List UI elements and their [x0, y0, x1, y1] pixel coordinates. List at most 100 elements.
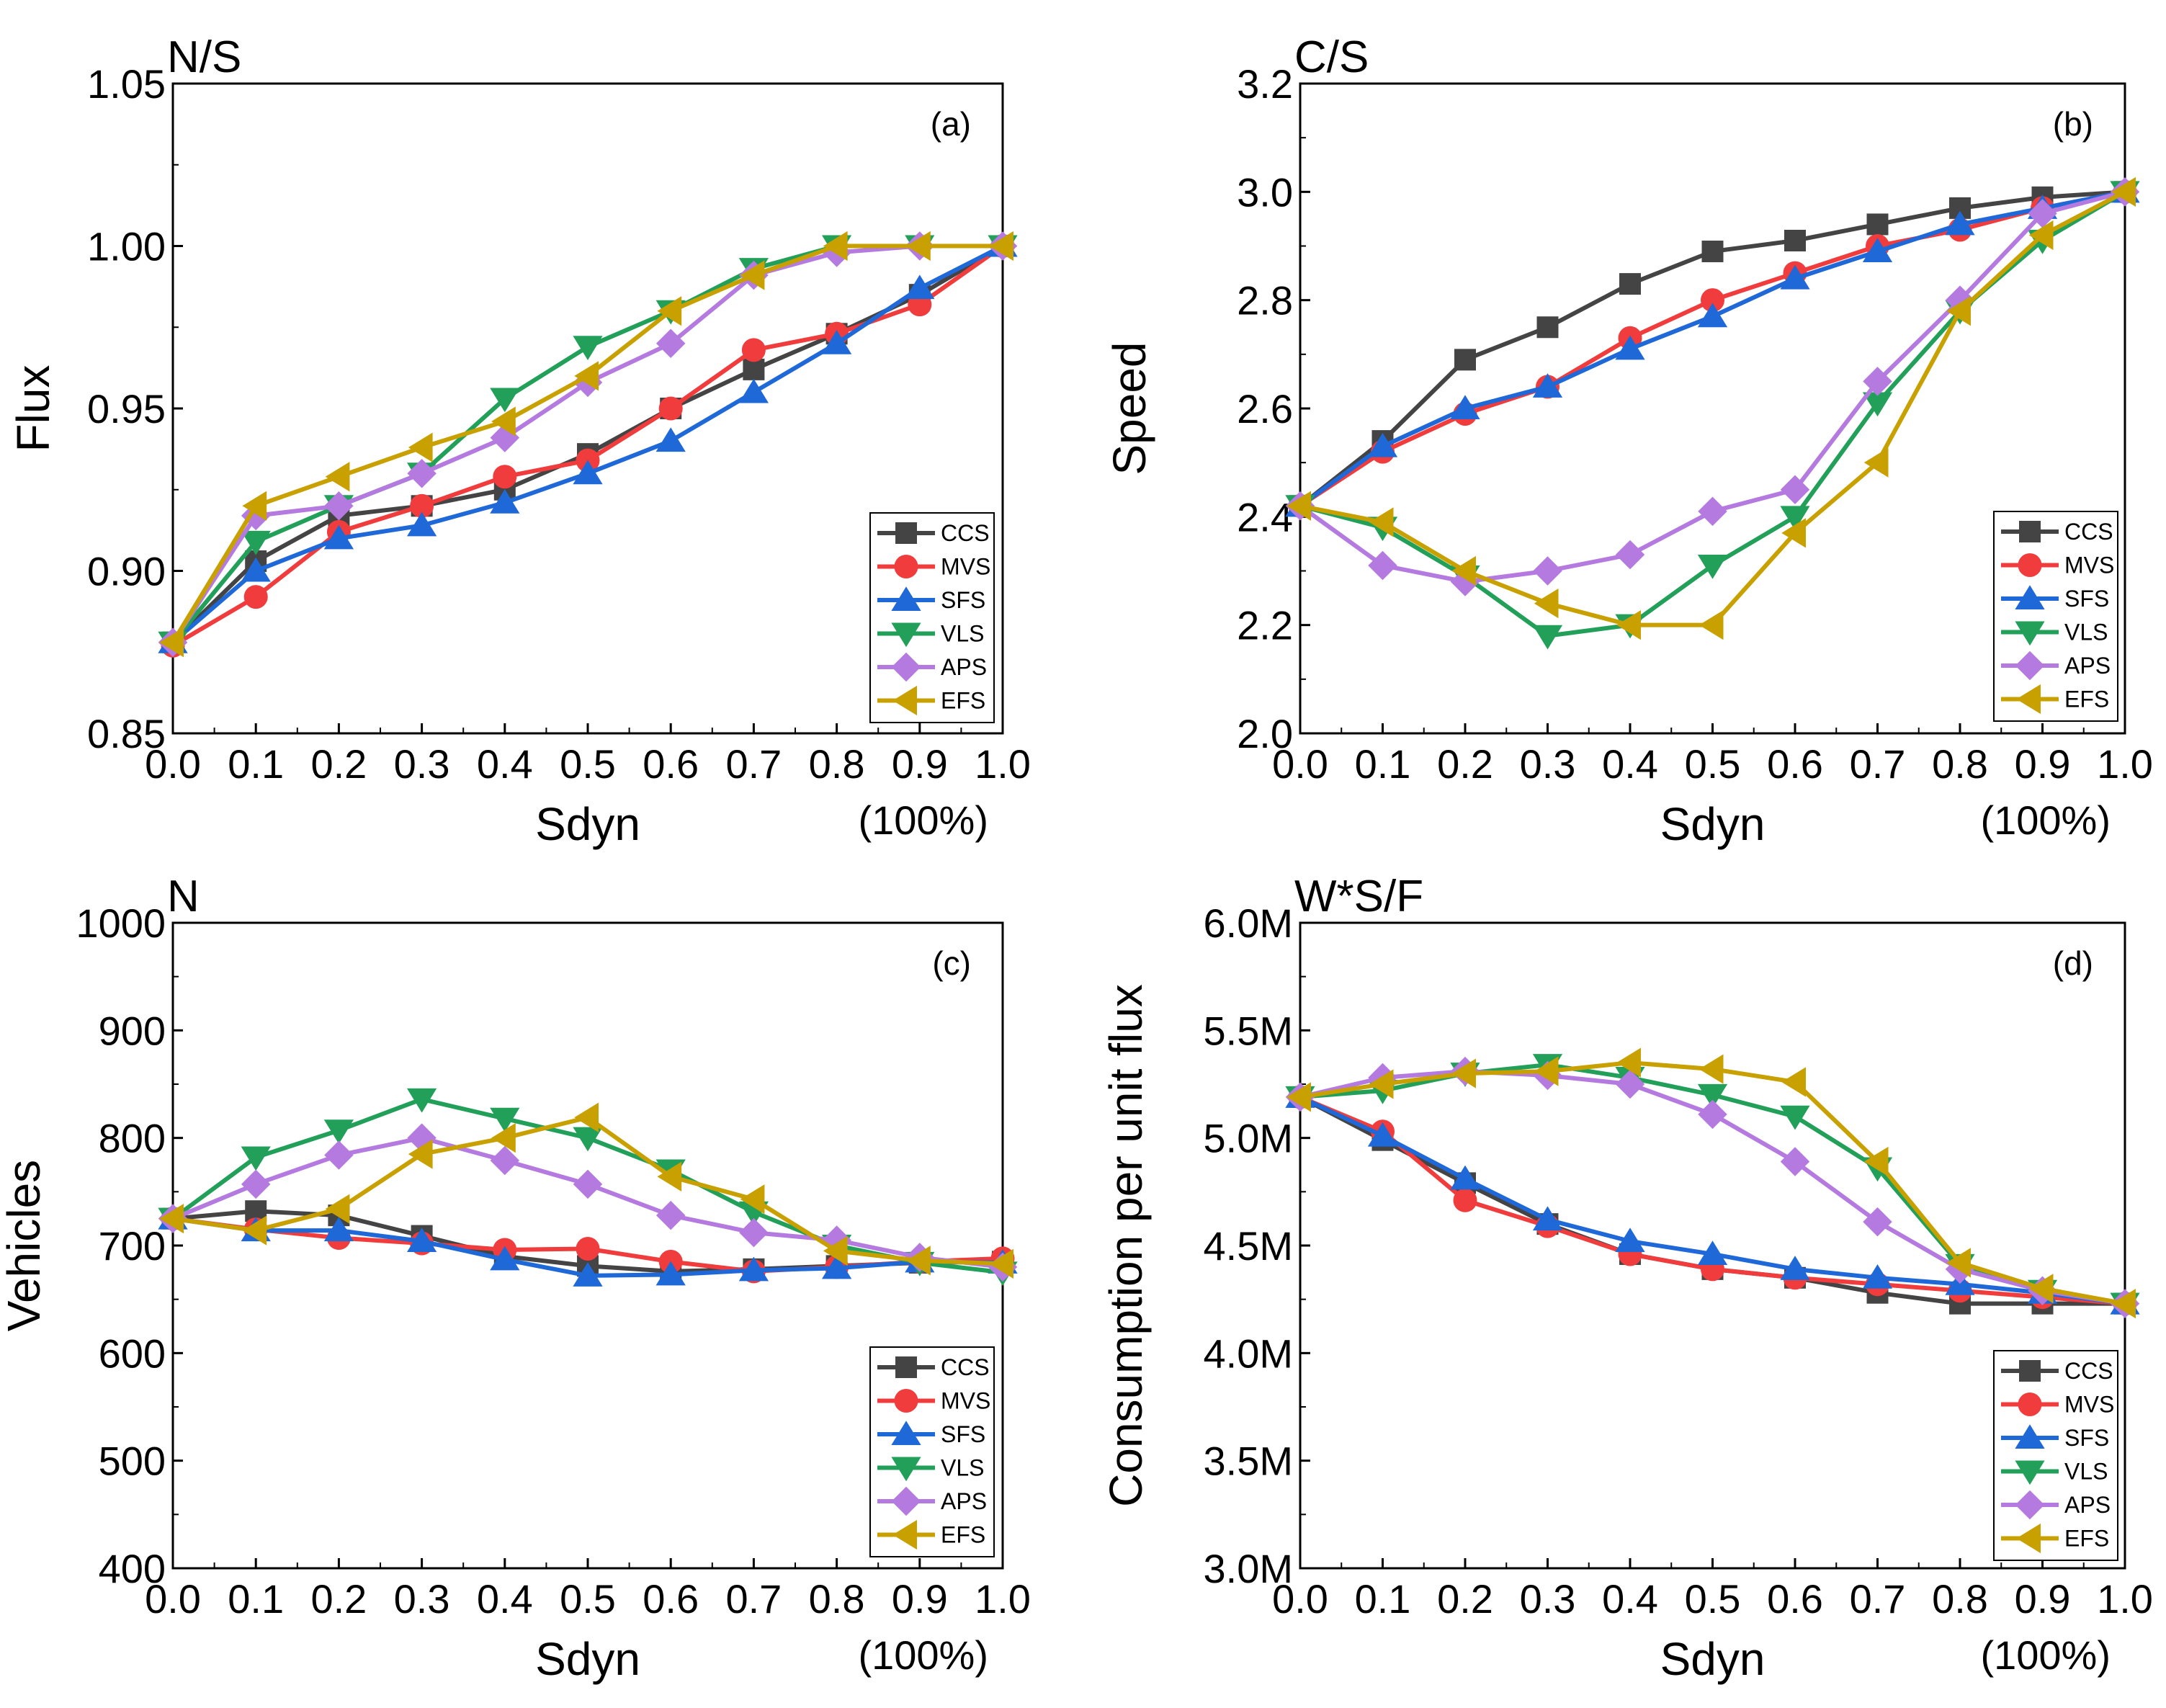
data-point [1534, 588, 1559, 619]
data-point [1781, 518, 1806, 548]
legend-marker-ccs [2019, 521, 2041, 542]
y-tick-label: 4.0M [1204, 1331, 1294, 1376]
legend-marker-vls [891, 622, 921, 648]
data-point [1286, 491, 1311, 521]
data-point [1454, 349, 1476, 371]
data-point [1453, 1188, 1477, 1212]
data-point [1450, 395, 1480, 419]
legend-marker-efs [892, 1519, 917, 1550]
x-tick-label: 0.5 [560, 1576, 616, 1622]
data-point [324, 1140, 354, 1170]
data-point [243, 585, 268, 609]
series-efs [159, 231, 1013, 658]
x-tick-label: 0.6 [1767, 741, 1823, 787]
legend-marker-aps [2015, 650, 2045, 681]
legend-marker-aps [891, 1486, 921, 1516]
legend-entry-vls: VLS [2064, 620, 2108, 645]
data-point [1369, 1069, 1394, 1099]
x-tick-label: 0.9 [892, 1576, 948, 1622]
x-axis-title: Sdyn [1660, 798, 1766, 850]
legend-entry-mvs: MVS [941, 1388, 990, 1414]
data-point [573, 1262, 603, 1287]
data-point [1615, 1069, 1645, 1099]
data-point [574, 1102, 599, 1132]
series-efs [1286, 1047, 2136, 1319]
data-point [1697, 1083, 1728, 1109]
y-tick-label: 3.2 [1237, 61, 1293, 107]
x-tick-label: 0.9 [892, 741, 948, 787]
y-tick-label: 700 [99, 1223, 166, 1269]
panel-label: (d) [2053, 944, 2093, 982]
y-axis-title: Consumption per unit flux [1100, 984, 1152, 1507]
y-tick-label: 0.85 [87, 711, 166, 756]
data-point [1616, 1047, 1641, 1078]
data-point [1615, 540, 1645, 570]
legend-entry-efs: EFS [941, 1522, 985, 1548]
x-tick-label: 0.5 [1685, 1576, 1741, 1622]
data-point [655, 427, 686, 452]
data-point [1697, 554, 1728, 579]
legend-marker-efs [2016, 1523, 2041, 1554]
chart-panel-4: 0.0 0.1 0.2 0.3 0.4 0.5 0.6 0.7 0.8 0.9 1.0 3.0M 3.5… [1100, 872, 2153, 1685]
series-efs [159, 1102, 1013, 1279]
data-point [323, 524, 354, 550]
data-point [1946, 1248, 1971, 1278]
data-point [1701, 241, 1724, 263]
legend-entry-efs: EFS [941, 688, 985, 714]
legend-marker-sfs [891, 586, 921, 611]
legend-box [869, 512, 995, 723]
x-tick-label: 0.2 [310, 741, 367, 787]
data-point [2028, 220, 2054, 251]
legend-marker-ccs [895, 1356, 917, 1378]
x-axis-title: Sdyn [535, 1633, 640, 1685]
x-tick-label: 0.8 [1932, 741, 1988, 787]
data-point [2111, 1289, 2136, 1319]
legend-marker-mvs [2018, 1392, 2042, 1416]
legend-box [1993, 511, 2118, 722]
data-point [655, 1200, 686, 1230]
x-tick-label: 0.2 [310, 1576, 367, 1622]
legend-marker-sfs [2015, 585, 2045, 609]
data-point [989, 1248, 1013, 1279]
x-tick-label: 0.4 [477, 741, 533, 787]
y-tick-label: 1.00 [87, 224, 166, 269]
legend-entry-efs: EFS [2064, 687, 2109, 712]
x-axis-unit: (100%) [858, 797, 988, 843]
data-point [1701, 288, 1724, 313]
data-point [1532, 373, 1563, 398]
data-point [1863, 1146, 1889, 1177]
legend-marker-ccs [895, 522, 917, 544]
y-tick-label: 0.90 [87, 549, 166, 594]
data-point [407, 458, 437, 488]
data-point [2028, 199, 2057, 228]
y-tick-label: 4.5M [1204, 1223, 1294, 1269]
data-point [1781, 1067, 1806, 1097]
data-point [1286, 1082, 1311, 1112]
x-tick-label: 0.3 [394, 741, 450, 787]
data-point [738, 378, 769, 403]
x-tick-label: 0.3 [1520, 1576, 1576, 1622]
legend-marker-aps [2015, 1490, 2045, 1520]
legend: CCS MVS SFS VLS APS EFS [869, 512, 995, 723]
x-tick-label: 1.0 [975, 1576, 1031, 1622]
data-point [1451, 1058, 1476, 1088]
legend: CCS MVS SFS VLS APS EFS [1993, 511, 2118, 722]
x-tick-label: 0.8 [809, 741, 865, 787]
data-point [906, 1246, 931, 1276]
legend-entry-aps: APS [941, 654, 987, 680]
x-tick-label: 0.7 [1850, 1576, 1906, 1622]
x-tick-label: 0.0 [145, 1576, 201, 1622]
legend-entry-aps: APS [941, 1488, 987, 1514]
x-tick-label: 0.3 [1520, 741, 1576, 787]
x-tick-label: 0.1 [1355, 1576, 1411, 1622]
data-point [1862, 1264, 1893, 1289]
y-tick-label: 0.95 [87, 386, 166, 432]
data-point [1369, 507, 1394, 537]
panel-label: (a) [931, 105, 971, 143]
data-point [655, 328, 686, 359]
x-tick-label: 0.5 [560, 741, 616, 787]
legend-marker-sfs [2015, 1424, 2045, 1449]
data-point [410, 493, 434, 518]
x-tick-label: 0.1 [228, 741, 284, 787]
data-point [1698, 496, 1727, 527]
